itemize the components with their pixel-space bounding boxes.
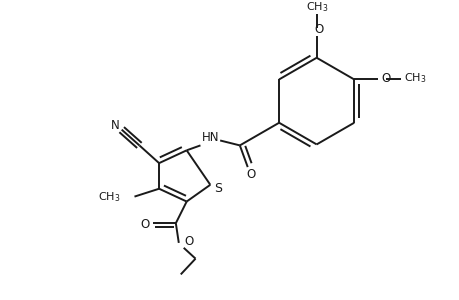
Text: O: O	[184, 236, 193, 248]
Text: HN: HN	[201, 131, 218, 144]
Text: O: O	[246, 168, 255, 182]
Text: O: O	[380, 72, 390, 85]
Text: CH$_3$: CH$_3$	[98, 191, 120, 205]
Text: O: O	[313, 23, 323, 36]
Text: O: O	[140, 218, 150, 231]
Text: CH$_3$: CH$_3$	[403, 71, 425, 85]
Text: CH$_3$: CH$_3$	[306, 1, 328, 14]
Text: S: S	[214, 182, 222, 195]
Text: N: N	[110, 119, 119, 132]
